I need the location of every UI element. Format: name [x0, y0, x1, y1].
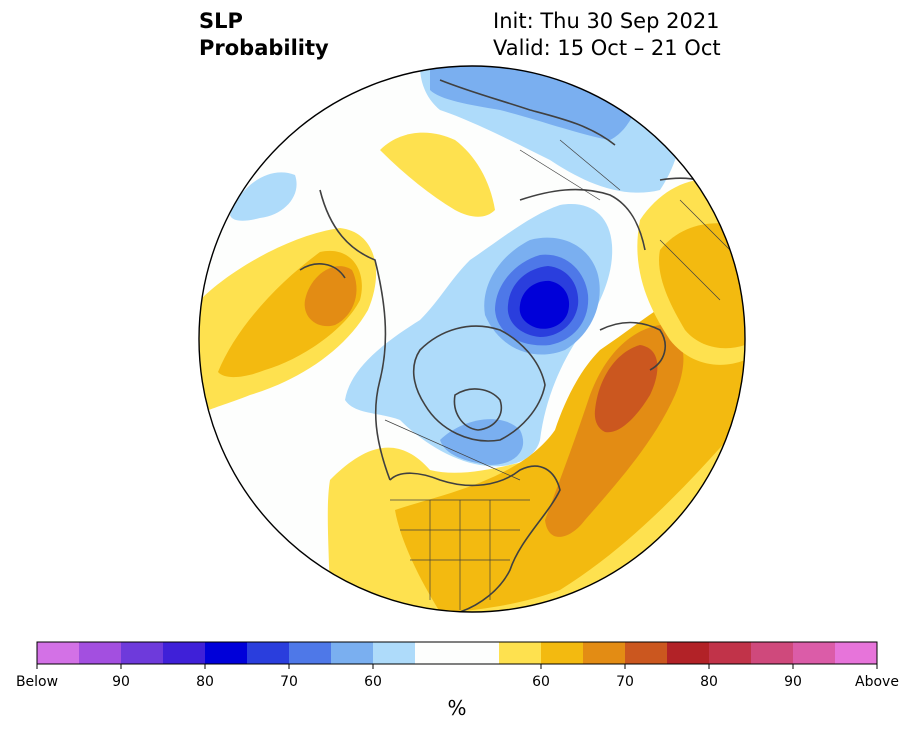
- colorbar-label-above: Above: [855, 674, 899, 690]
- colorbar-label-below-70: 70: [280, 674, 298, 690]
- colorbar-label-below: Below: [15, 674, 59, 690]
- europe-above-60: [659, 223, 745, 349]
- colorbar-segment: [163, 642, 206, 664]
- init-date: Init: Thu 30 Sep 2021: [493, 9, 720, 33]
- date-info: Init: Thu 30 Sep 2021 Valid: 15 Oct – 21…: [493, 8, 721, 62]
- colorbar-label-below-60: 60: [364, 674, 382, 690]
- colorbar-segment: [751, 642, 794, 664]
- colorbar-segment: [37, 642, 80, 664]
- arctic-below-80: [519, 280, 570, 329]
- colorbar-segment: [205, 642, 248, 664]
- colorbar-unit: %: [447, 696, 467, 720]
- coastlines: [299, 79, 736, 612]
- title-line-1: SLP: [199, 9, 243, 33]
- colorbar-label-above-80: 80: [700, 674, 718, 690]
- colorbar-segment: [667, 642, 710, 664]
- colorbar-segment: [583, 642, 626, 664]
- colorbar-segment: [289, 642, 332, 664]
- atlantic-above-75: [594, 345, 658, 433]
- colorbar-segment: [793, 642, 836, 664]
- colorbar-label-below-80: 80: [196, 674, 214, 690]
- alaska-below-region: [230, 172, 297, 221]
- colorbar-frame: [36, 641, 878, 665]
- colorbar-ticks: [36, 664, 878, 669]
- chart-title: SLP Probability: [199, 8, 329, 62]
- colorbar-segment: [709, 642, 752, 664]
- colorbar-segment: [331, 642, 374, 664]
- colorbar-label-above-90: 90: [784, 674, 802, 690]
- siberia-above-region: [380, 132, 495, 217]
- probability-map: [199, 66, 745, 612]
- colorbar-segment: [121, 642, 164, 664]
- colorbar-segment: [247, 642, 290, 664]
- colorbar-segment: [415, 642, 458, 664]
- colorbar-segment: [373, 642, 416, 664]
- colorbar-segment: [499, 642, 542, 664]
- pacific-above-70: [304, 266, 357, 327]
- colorbar-segment: [625, 642, 668, 664]
- colorbar: [37, 642, 878, 664]
- valid-range: Valid: 15 Oct – 21 Oct: [493, 36, 721, 60]
- map-boundary: [198, 65, 746, 613]
- colorbar-segment: [835, 642, 878, 664]
- colorbar-segment: [541, 642, 584, 664]
- colorbar-label-below-90: 90: [112, 674, 130, 690]
- colorbar-segment: [79, 642, 122, 664]
- colorbar-segment: [457, 642, 500, 664]
- title-line-2: Probability: [199, 36, 329, 60]
- colorbar-label-above-70: 70: [616, 674, 634, 690]
- colorbar-label-above-60: 60: [532, 674, 550, 690]
